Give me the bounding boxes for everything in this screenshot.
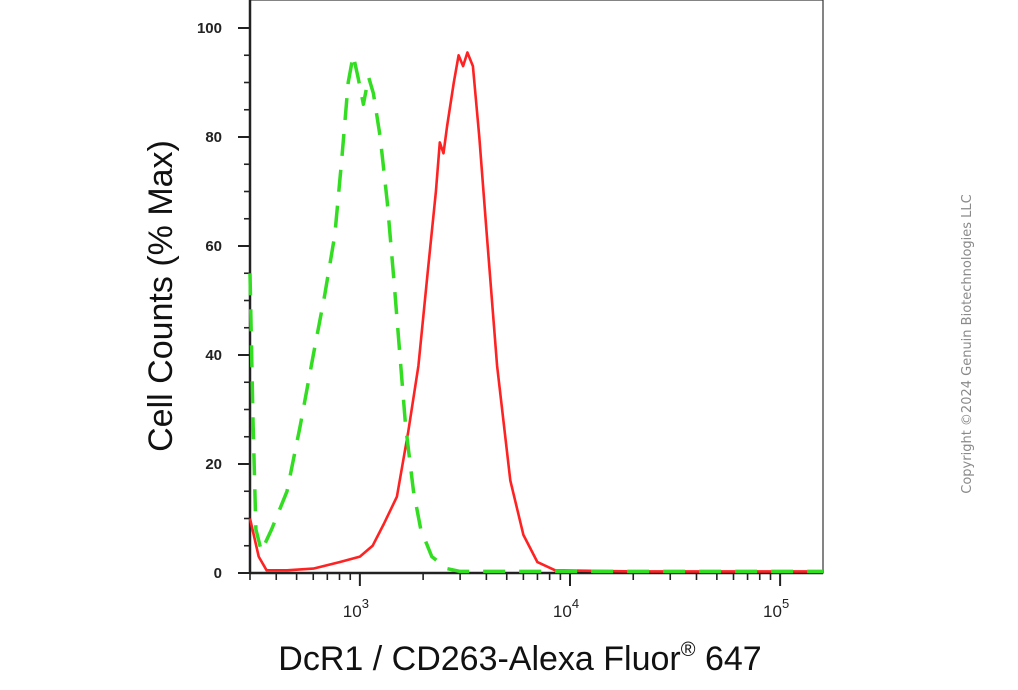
y-tick-label: 100 <box>197 20 222 37</box>
x-axis-title-sup: ® <box>681 639 696 661</box>
y-tick-label: 60 <box>205 238 222 255</box>
series-layer <box>248 51 823 574</box>
y-tick-label: 40 <box>205 347 222 364</box>
copyright-text: Copyright ©2024 Genuin Biotechnologies L… <box>960 194 975 493</box>
x-tick-label: 103 <box>343 596 369 621</box>
x-axis: 103 104 105 <box>249 573 789 621</box>
red-solid-histogram <box>248 51 823 573</box>
plot-frame <box>249 0 824 574</box>
y-tick-label: 20 <box>205 456 222 473</box>
x-axis-title-main: DcR1 / CD263-Alexa Fluor <box>278 640 680 678</box>
y-axis: 0 20 40 60 80 100 <box>197 20 250 582</box>
y-axis-title: Cell Counts (% Max) <box>142 140 180 452</box>
x-tick-label: 104 <box>553 596 579 621</box>
x-tick-label: 105 <box>763 596 789 621</box>
y-tick-label: 80 <box>205 129 222 146</box>
green-dashed-histogram <box>248 53 823 574</box>
y-tick-label: 0 <box>214 565 222 582</box>
x-axis-title: DcR1 / CD263-Alexa Fluor® 647 <box>278 639 761 678</box>
plot-area <box>248 0 824 575</box>
x-axis-title-suffix: 647 <box>696 640 762 678</box>
